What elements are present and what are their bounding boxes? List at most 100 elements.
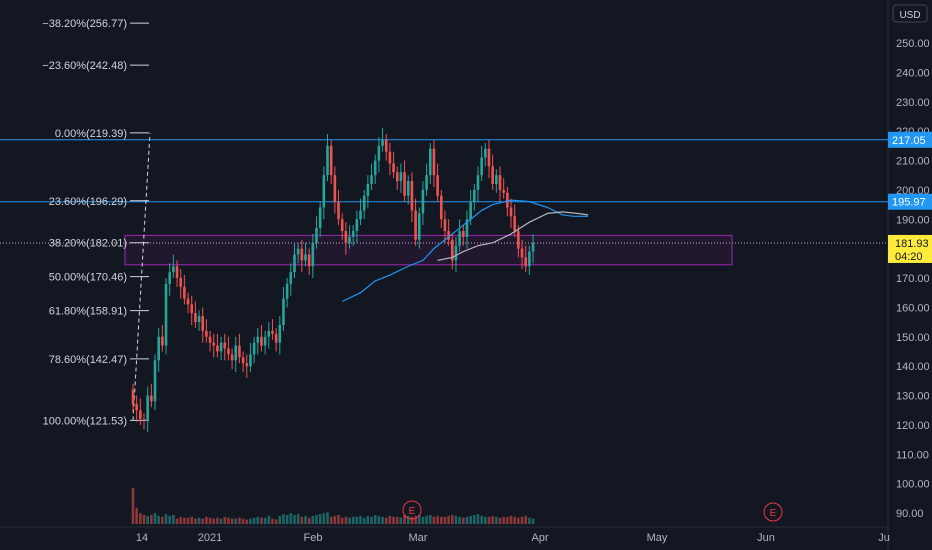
- volume-bar: [289, 513, 293, 524]
- candle-body: [487, 148, 491, 167]
- volume-bar: [425, 515, 428, 524]
- volume-bar: [322, 513, 326, 524]
- volume-bar: [366, 515, 370, 524]
- volume-bar: [131, 488, 135, 524]
- candle-body: [271, 330, 274, 334]
- volume-bar: [495, 516, 498, 524]
- volume-bar: [256, 516, 260, 524]
- x-tick-label: 2021: [198, 532, 222, 544]
- fib-level-label: 0.00%(219.39): [55, 128, 127, 140]
- volume-bar: [406, 515, 410, 524]
- candle-body: [238, 345, 241, 358]
- candle-body: [436, 175, 439, 196]
- volume-bar: [476, 514, 480, 524]
- candle-body: [359, 210, 362, 220]
- candle-body: [450, 239, 454, 261]
- currency-label[interactable]: USD: [899, 10, 920, 21]
- volume-bar: [260, 517, 263, 524]
- volume-bar: [432, 516, 436, 524]
- volume-bar: [157, 515, 160, 524]
- candle-body: [362, 195, 366, 211]
- currency-badge[interactable]: [892, 4, 928, 23]
- volume-bar: [520, 516, 524, 524]
- volume-bar: [498, 517, 502, 524]
- y-tick-label: 110.00: [896, 449, 929, 461]
- candle-body: [373, 160, 377, 176]
- earnings-marker[interactable]: [402, 500, 422, 520]
- fib-level-label: 78.60%(142.47): [49, 354, 127, 366]
- fib-level-label: 50.00%(170.46): [49, 272, 127, 284]
- candle-body: [462, 231, 465, 237]
- candle-body: [377, 145, 381, 161]
- candle-body: [432, 148, 436, 176]
- volume-bar: [531, 518, 535, 524]
- candle-body: [498, 175, 502, 190]
- price-level-label: 217.05: [892, 135, 926, 147]
- candle-body: [417, 213, 421, 240]
- volume-bar: [267, 515, 271, 524]
- volume-bar: [462, 517, 465, 524]
- y-tick-label: 120.00: [896, 420, 930, 432]
- candle-body: [315, 228, 318, 243]
- candle-body: [513, 216, 516, 231]
- volume-bar: [274, 519, 278, 524]
- candle-body: [139, 410, 142, 419]
- volume-bar: [161, 516, 164, 524]
- candle-body: [509, 207, 513, 217]
- fib-trend-line[interactable]: [132, 132, 151, 421]
- candle-body: [465, 219, 469, 237]
- x-tick-label: Jun: [757, 532, 775, 544]
- volume-bar: [421, 516, 425, 524]
- candle-body: [473, 189, 476, 202]
- candle-body: [230, 354, 234, 361]
- candle-body: [274, 333, 278, 343]
- volume-bar: [326, 512, 329, 524]
- candle-body: [278, 325, 282, 343]
- candle-body: [146, 395, 149, 421]
- volume-bar: [329, 516, 333, 524]
- volume-bar: [164, 514, 168, 524]
- volume-bar: [216, 517, 219, 524]
- bar-countdown: 04:20: [895, 251, 923, 263]
- volume-bar: [150, 515, 153, 524]
- volume-bar: [212, 518, 216, 524]
- candle-body: [168, 272, 171, 284]
- volume-bar: [351, 516, 355, 524]
- volume-bar: [439, 516, 443, 524]
- candle-body: [190, 304, 194, 314]
- y-tick-label: 230.00: [896, 97, 930, 109]
- candle-body: [142, 419, 146, 421]
- volume-bar: [399, 517, 403, 524]
- volume-bar: [179, 516, 183, 524]
- volume-bar: [362, 517, 366, 524]
- candle-body: [194, 313, 197, 323]
- candle-body: [289, 272, 293, 284]
- volume-bar: [183, 517, 186, 524]
- volume-bar: [392, 516, 395, 524]
- candle-body: [260, 336, 263, 346]
- earnings-marker-label[interactable]: E: [770, 508, 777, 519]
- candle-body: [476, 175, 480, 190]
- candle-body: [135, 404, 138, 411]
- candle-body: [484, 148, 487, 158]
- volume-bar: [517, 517, 520, 524]
- candle-body: [428, 148, 432, 176]
- volume-bar: [285, 515, 289, 524]
- y-tick-label: 100.00: [896, 479, 930, 491]
- volume-bar: [315, 515, 318, 524]
- volume-bar: [450, 515, 454, 524]
- candle-body: [439, 195, 443, 220]
- volume-bar: [208, 517, 212, 524]
- x-tick-label: Apr: [531, 532, 548, 544]
- volume-bar: [340, 517, 344, 524]
- earnings-marker[interactable]: [763, 502, 783, 522]
- volume-bar: [278, 515, 282, 524]
- earnings-marker-label[interactable]: E: [409, 506, 416, 517]
- candle-body: [183, 286, 186, 299]
- candle-body: [495, 175, 498, 184]
- volume-bar: [509, 515, 513, 524]
- volume-bar: [168, 515, 171, 524]
- support-zone[interactable]: [124, 234, 733, 266]
